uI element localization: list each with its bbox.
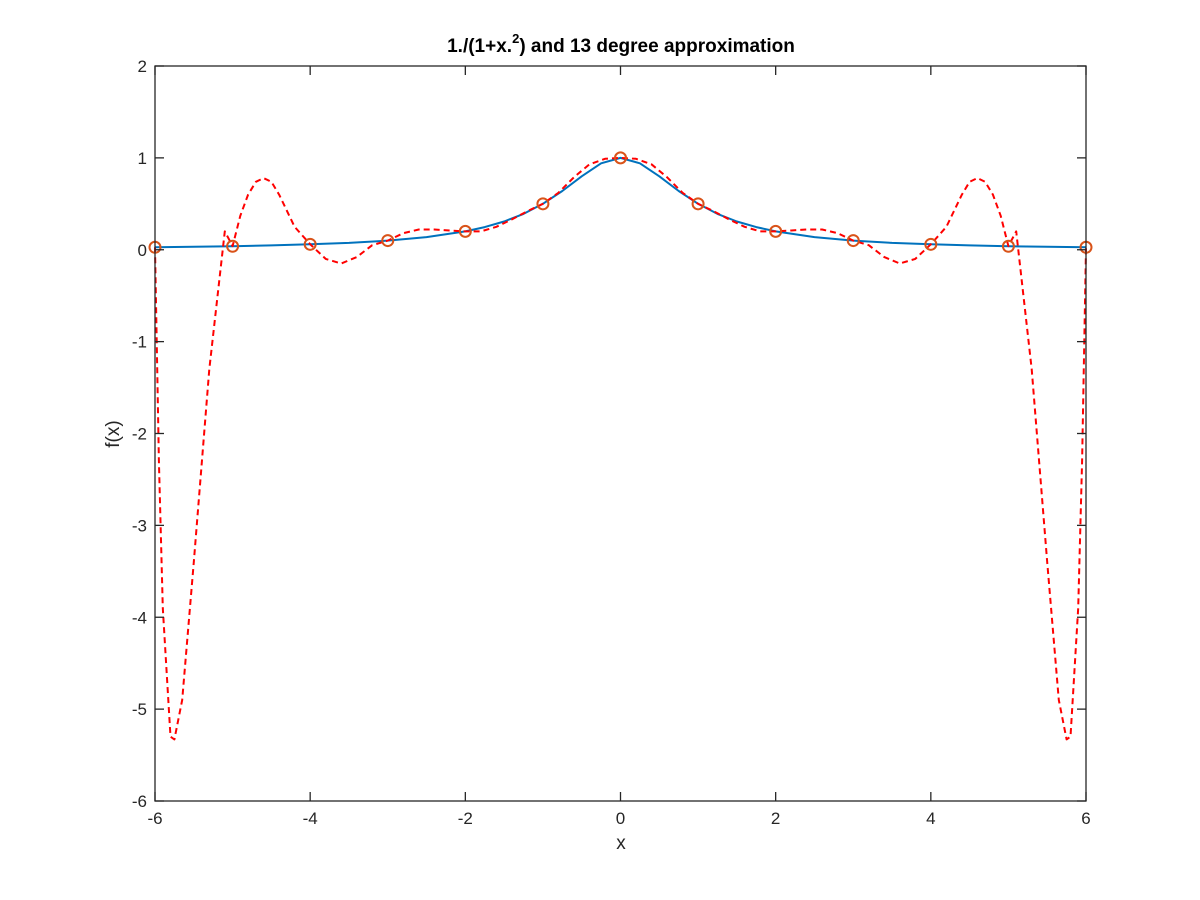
y-axis-label: f(x) (103, 420, 124, 447)
data-point-9 (846, 234, 860, 248)
data-point-10 (924, 237, 938, 251)
data-point-7 (691, 197, 705, 211)
data-point-1 (226, 239, 240, 253)
y-tick-label-8: 2 (138, 57, 147, 76)
chart-title: 1./(1+x.2) and 13 degree approximation (447, 31, 795, 57)
chart-title-main: 1./(1+x. (447, 36, 512, 57)
series-line-1 (154, 156, 1087, 741)
x-tick-label-6: 6 (1081, 809, 1090, 828)
data-point-8 (769, 224, 783, 238)
x-tick-label-1: -4 (303, 809, 318, 828)
axes-background (155, 66, 1086, 801)
data-point-4 (458, 224, 472, 238)
data-point-2 (303, 237, 317, 251)
chart-title-tail: ) and 13 degree approximation (519, 36, 795, 57)
y-tick-label-7: 1 (138, 149, 147, 168)
x-tick-label-3: 0 (616, 809, 625, 828)
plot-area (155, 66, 1086, 801)
y-tick-label-0: -6 (132, 792, 147, 811)
labels-layer: 1./(1+x.2) and 13 degree approximation x… (103, 31, 795, 854)
data-point-6 (614, 151, 627, 165)
x-tick-label-5: 4 (926, 809, 935, 828)
chart-title-superscript: 2 (512, 31, 519, 46)
x-tick-label-4: 2 (771, 809, 780, 828)
data-point-5 (536, 197, 550, 211)
y-tick-label-5: -1 (132, 333, 147, 352)
data-point-3 (381, 234, 395, 248)
y-tick-label-4: -2 (132, 425, 147, 444)
y-tick-label-1: -5 (132, 700, 147, 719)
y-tick-label-6: 0 (138, 241, 147, 260)
ticks-layer: -6 -4 -2 0 2 4 6 -6 -5 -4 -3 -2 -1 0 1 2 (132, 57, 1091, 828)
y-tick-label-3: -3 (132, 516, 147, 535)
series-layer (148, 151, 1093, 741)
x-tick-label-2: -2 (458, 809, 473, 828)
x-axis-label: x (616, 833, 626, 854)
data-point-11 (1001, 239, 1015, 253)
y-tick-label-2: -4 (132, 608, 147, 627)
series-line-0 (154, 156, 1087, 249)
marker-series-2 (148, 151, 1093, 254)
x-tick-label-0: -6 (147, 809, 162, 828)
